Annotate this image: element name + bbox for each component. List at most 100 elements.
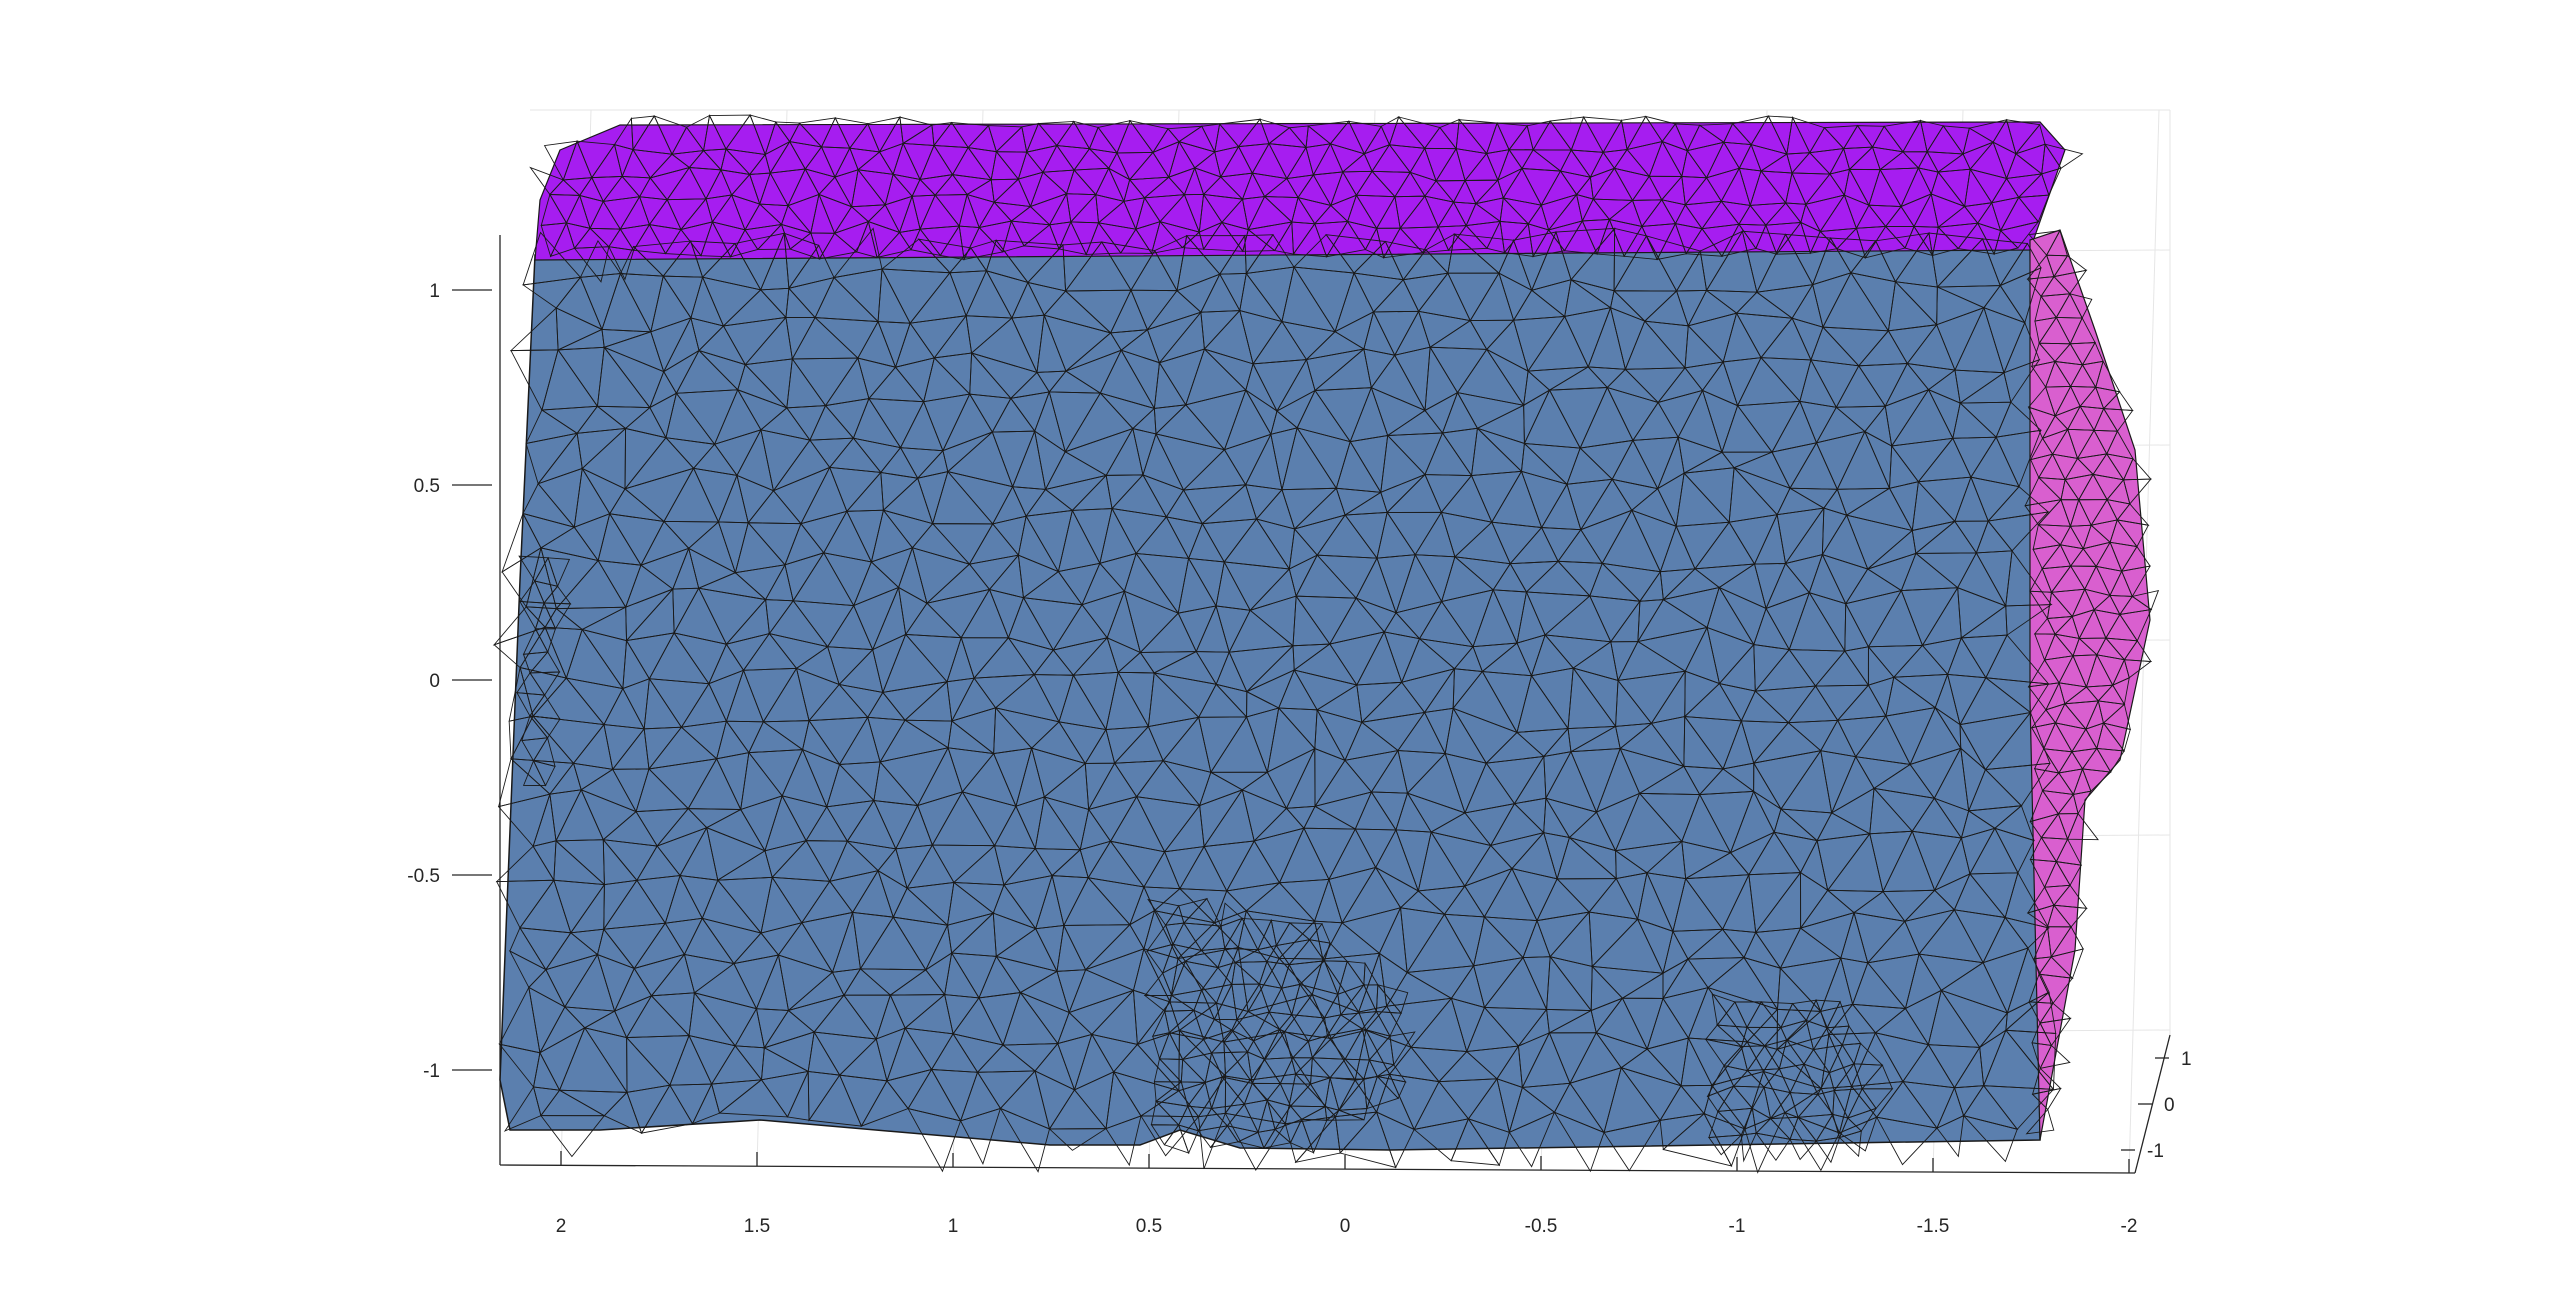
x-tick-label: -1 [1729,1216,1746,1237]
mesh-triangle [1993,827,2035,874]
mesh-triangle [1936,1114,1965,1158]
x-tick-label: 1.5 [744,1216,770,1237]
mesh-triangle-left [543,602,572,630]
mesh-triangle-cluster [1177,1124,1199,1155]
x-tick-label: -1.5 [1917,1216,1950,1237]
mesh-triangle-side [2102,408,2134,433]
x-tick-label: -2 [2121,1216,2138,1237]
mesh-triangle [1987,511,2050,552]
mesh-triangle [1140,1115,1200,1157]
mesh-triangle-side [2050,948,2084,980]
mesh-triangle-top [2044,143,2084,169]
mesh-triangle [2005,604,2053,636]
mesh-triangle-side [2081,768,2112,792]
mesh-triangle-side [2055,861,2082,887]
mesh-triangle-cluster [1376,1075,1407,1100]
mesh-triangle-left [532,760,556,787]
mesh-triangle [1838,1116,1878,1152]
y-tick-label: 1 [2181,1049,2192,1070]
x-tick-label: -0.5 [1525,1216,1558,1237]
mesh-triangle [1198,1112,1227,1169]
x-tick-label: 1 [948,1216,959,1237]
mesh-triangle [1999,267,2042,324]
mesh-triangle-side [2112,677,2130,706]
mesh-triangle-side [2031,1087,2062,1111]
mesh-triangle [907,1107,962,1173]
z-tick-label: 1 [429,281,440,302]
mesh-triangle-side [2072,790,2092,815]
mesh-triangle-side [2131,589,2160,611]
mesh-triangle-cluster [1375,1011,1402,1038]
mesh-triangle [1105,1115,1142,1167]
mesh-triangle-cluster [1301,1118,1328,1154]
mesh-triangle [1375,1111,1415,1169]
mesh-triangle [540,1115,606,1158]
mesh-triangle-top [608,246,635,281]
mesh-triangle [1984,677,2050,714]
mesh-triangle-cluster [1755,1132,1791,1162]
mesh-triangle-cluster [1838,1130,1862,1158]
y-tick-label: -1 [2147,1141,2164,1162]
mesh-triangle-top [573,246,610,283]
z-tick-label: 0 [429,671,440,692]
mesh-triangle-side [2066,812,2099,841]
mesh-triangle-cluster [1338,1108,1368,1121]
mesh-triangle [2003,358,2041,404]
mesh-triangle [1982,1085,2055,1130]
mesh-triangle-cluster [1861,1088,1894,1110]
mesh-triangle-cluster [1847,1107,1878,1132]
x-tick-label: 0.5 [1136,1216,1162,1237]
mesh-triangle [999,1107,1051,1173]
mesh-triangle [1603,1119,1662,1172]
top-face [534,121,2066,261]
mesh-triangle [1553,1111,1605,1173]
tick-labels: 1 0.5 0 -0.5 -1 2 1.5 1 0.5 0 -0.5 -1 -1.5 -2 -1 0 1 [407,281,2191,1237]
z-tick-label: 0.5 [414,476,440,497]
mesh-triangle-side [2039,1017,2072,1047]
mesh-triangle [1984,762,2051,807]
mesh-triangle-left [528,715,561,739]
mesh-triangle-left [529,671,561,696]
mesh-triangle [2004,1029,2057,1091]
mesh-triangle-cluster [1708,1134,1743,1156]
mesh-triangle [1508,1111,1556,1168]
mesh-triangle-side [2102,722,2131,752]
mesh-triangle-top [1999,221,2040,249]
mesh-triangle [1783,1111,1841,1172]
mesh-triangle-side [2121,565,2151,598]
mesh-triangle-cluster [1815,1137,1841,1164]
mesh-triangle-side [2053,269,2088,295]
mesh-triangle-side [2069,293,2093,320]
mesh-triangle [1962,1114,2018,1163]
tick-marks [452,289,2169,1173]
mesh-triangle-cluster [1789,1138,1818,1161]
mesh-triangle [1995,429,2042,488]
mesh-triangle [1875,1116,1938,1166]
x-tick-label: 0 [1340,1216,1351,1237]
triangulated-surface [492,114,2160,1174]
mesh-triangle-cluster [1376,983,1409,1015]
z-tick-label: -1 [423,1061,440,1082]
mesh-triangle-side [2119,608,2152,642]
mesh-triangle-cluster [1740,1132,1758,1163]
mesh-triangle [1467,1118,1510,1167]
mesh-triangle-top [2017,194,2050,223]
mesh-triangle-cluster [1389,1031,1416,1066]
mesh-triangle [959,1107,1002,1165]
mesh-triangle-left [547,557,571,588]
mesh-triangle-side [2052,904,2088,928]
mesh-triangle [1744,1111,1786,1174]
mesh-triangle [1703,1112,1746,1168]
x-tick-label: 2 [556,1216,567,1237]
mesh-triangle-top [2041,167,2062,197]
x-axis-line [499,1164,2136,1174]
mesh-triangle [1048,1128,1108,1151]
mesh-triangle-side [2039,1044,2071,1069]
mesh-triangle-side [2123,659,2153,679]
y-tick-label: 0 [2164,1095,2175,1116]
mesh-triangle-side [2116,519,2150,548]
mesh-triangle-side [2025,1108,2055,1135]
mesh-triangle-side [2096,747,2125,773]
mesh-triangle [2004,916,2050,949]
